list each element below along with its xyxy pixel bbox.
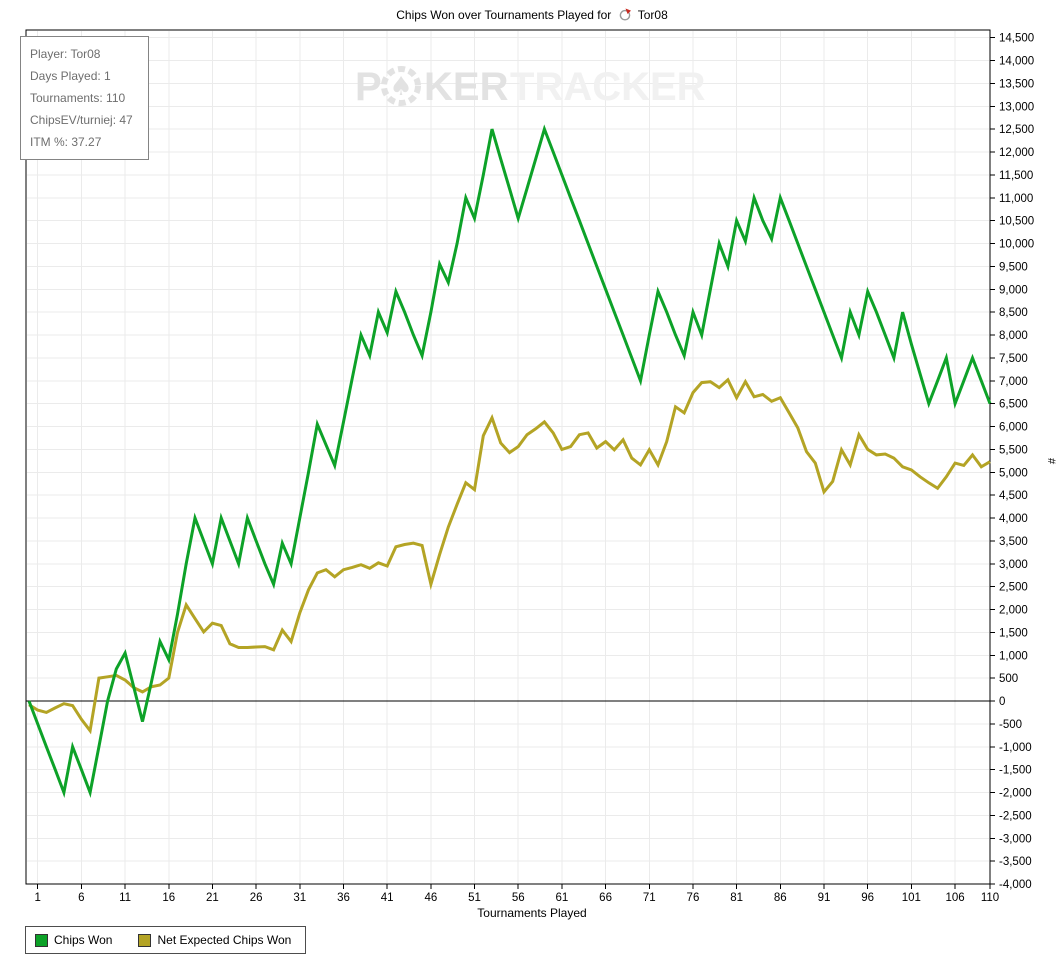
x-tick-label: 16 — [162, 892, 175, 904]
y-tick-label: -2,500 — [999, 810, 1032, 822]
chips-won-swatch — [35, 933, 48, 947]
watermark-spade-icon: ♠ — [389, 72, 412, 102]
chart-title-prefix: Chips Won over Tournaments Played for — [396, 8, 612, 22]
x-tick-label: 36 — [337, 892, 350, 904]
y-tick-label: 4,000 — [999, 513, 1028, 525]
info-player: Player: Tor08 — [30, 47, 101, 61]
watermark-tracker: TRACKER — [510, 65, 706, 109]
y-tick-label: 2,500 — [999, 582, 1028, 594]
y-tick-label: -1,500 — [999, 765, 1032, 777]
legend-item-chips-won: Chips Won — [35, 933, 112, 947]
series-line-net-expected-chips-won — [28, 377, 991, 735]
y-tick-label: 6,500 — [999, 399, 1028, 411]
y-tick-label: 9,500 — [999, 261, 1028, 273]
series-line-chips-won — [27, 124, 992, 798]
y-tick-label: 3,500 — [999, 536, 1028, 548]
y-tick-label: 14,000 — [999, 56, 1034, 68]
y-tick-label: -500 — [999, 719, 1022, 731]
chart-legend: Chips Won Net Expected Chips Won — [25, 926, 307, 954]
x-tick-label: 81 — [730, 892, 743, 904]
y-tick-label: -3,500 — [999, 856, 1032, 868]
y-tick-label: 14,500 — [999, 33, 1034, 45]
x-tick-label: 41 — [381, 892, 394, 904]
player-icon — [619, 8, 632, 24]
x-tick-label: 21 — [206, 892, 219, 904]
y-tick-label: 5,500 — [999, 444, 1028, 456]
y-tick-label: 11,000 — [999, 193, 1033, 205]
y-tick-label: 0 — [999, 696, 1005, 708]
x-axis-title: Tournaments Played — [477, 906, 586, 920]
y-tick-label: 1,500 — [999, 627, 1028, 639]
x-tick-label: 96 — [861, 892, 874, 904]
y-tick-label: 11,500 — [999, 170, 1033, 182]
x-tick-label: 46 — [424, 892, 437, 904]
x-tick-label: 71 — [643, 892, 656, 904]
watermark-chip-icon — [381, 66, 421, 106]
y-tick-label: 13,500 — [999, 78, 1034, 90]
chart-title: Chips Won over Tournaments Played for To… — [0, 8, 1064, 24]
y-tick-label: 8,000 — [999, 330, 1028, 342]
legend-item-net-expected: Net Expected Chips Won — [138, 933, 291, 947]
y-axis-title: # — [1045, 458, 1057, 465]
x-tick-label: 56 — [512, 892, 525, 904]
watermark-poker: P — [355, 65, 382, 109]
y-tick-label: 1,000 — [999, 650, 1028, 662]
y-tick-label: 5,000 — [999, 467, 1028, 479]
y-tick-label: 10,000 — [999, 239, 1034, 251]
x-tick-label: 76 — [687, 892, 700, 904]
info-tournaments: Tournaments: 110 — [30, 91, 126, 105]
y-tick-label: -2,000 — [999, 788, 1032, 800]
y-tick-label: 12,000 — [999, 147, 1034, 159]
y-tick-label: 500 — [999, 673, 1018, 685]
x-tick-label: 26 — [250, 892, 263, 904]
info-days-played: Days Played: 1 — [30, 69, 111, 83]
x-tick-label: 1 — [34, 892, 40, 904]
y-tick-label: 4,500 — [999, 490, 1028, 502]
y-tick-label: 7,500 — [999, 353, 1028, 365]
x-tick-label: 31 — [293, 892, 306, 904]
chart-title-player: Tor08 — [637, 8, 668, 22]
watermark-poker: KER — [424, 65, 509, 109]
y-tick-label: 6,000 — [999, 422, 1028, 434]
x-tick-label: 66 — [599, 892, 612, 904]
y-tick-label: 9,000 — [999, 284, 1028, 296]
x-tick-label: 86 — [774, 892, 787, 904]
plot-border — [25, 29, 991, 885]
y-tick-label: 7,000 — [999, 376, 1028, 388]
y-tick-label: 3,000 — [999, 559, 1028, 571]
y-tick-label: -1,000 — [999, 742, 1032, 754]
y-tick-label: 2,000 — [999, 605, 1028, 617]
y-tick-label: 10,500 — [999, 216, 1034, 228]
info-chipsev: ChipsEV/turniej: 47 — [30, 113, 133, 127]
x-tick-label: 11 — [119, 892, 131, 904]
x-tick-label: 101 — [902, 892, 921, 904]
y-tick-label: 12,500 — [999, 124, 1034, 136]
y-tick-label: 13,000 — [999, 101, 1034, 113]
chips-won-label: Chips Won — [54, 933, 113, 947]
net-expected-label: Net Expected Chips Won — [157, 933, 292, 947]
y-tick-label: -4,000 — [999, 879, 1032, 891]
net-expected-swatch — [138, 933, 152, 947]
player-info-box: Player: Tor08 Days Played: 1 Tournaments… — [20, 36, 149, 160]
x-tick-label: 51 — [468, 892, 481, 904]
y-tick-label: -3,000 — [999, 833, 1032, 845]
info-itm: ITM %: 37.27 — [30, 135, 102, 149]
x-tick-label: 6 — [78, 892, 84, 904]
x-tick-label: 61 — [556, 892, 569, 904]
y-tick-label: 8,500 — [999, 307, 1028, 319]
x-tick-label: 106 — [945, 892, 964, 904]
x-tick-label: 91 — [818, 892, 831, 904]
x-tick-label: 110 — [981, 892, 999, 904]
